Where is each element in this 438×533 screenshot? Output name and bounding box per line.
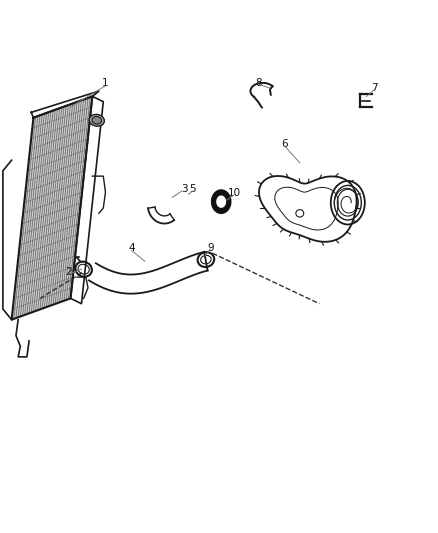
Text: 4: 4 <box>128 243 135 253</box>
Ellipse shape <box>92 117 102 124</box>
Text: 7: 7 <box>371 83 377 93</box>
Text: 9: 9 <box>207 243 214 253</box>
Text: 1: 1 <box>102 78 109 88</box>
Ellipse shape <box>89 115 104 126</box>
Text: 3: 3 <box>181 184 187 195</box>
Text: 5: 5 <box>190 184 196 195</box>
Text: 10: 10 <box>228 188 241 198</box>
Text: 8: 8 <box>255 78 261 88</box>
Text: 2: 2 <box>65 267 72 277</box>
Polygon shape <box>12 96 92 320</box>
Text: 6: 6 <box>281 139 288 149</box>
